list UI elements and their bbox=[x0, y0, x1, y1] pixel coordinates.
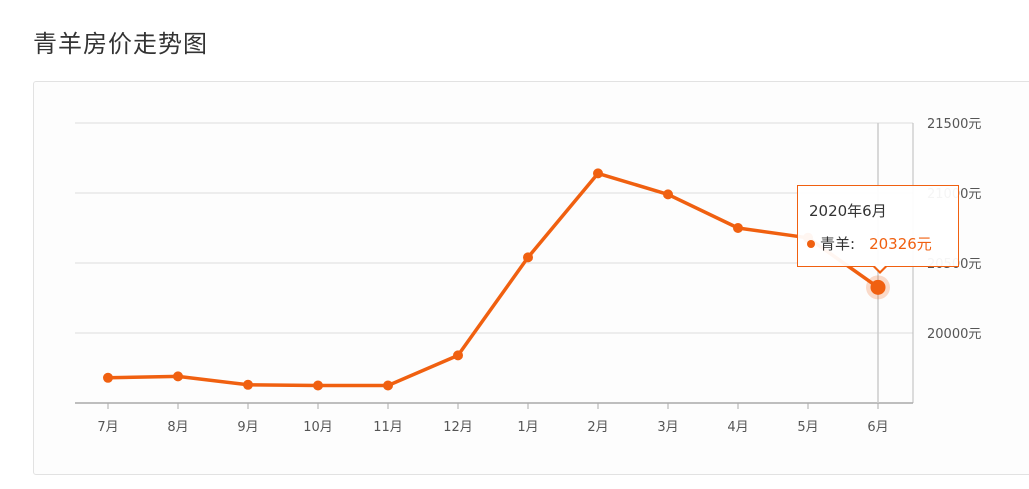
x-tick-label: 7月 bbox=[97, 420, 118, 435]
x-tick-label: 8月 bbox=[167, 420, 188, 435]
x-tick-label: 11月 bbox=[373, 420, 403, 435]
y-tick-label: 20000元 bbox=[927, 327, 981, 342]
data-point bbox=[243, 379, 253, 390]
series-dot-icon bbox=[807, 239, 815, 248]
data-point bbox=[103, 372, 113, 383]
x-tick-label: 12月 bbox=[443, 420, 473, 435]
data-point bbox=[663, 189, 673, 200]
data-point-highlighted bbox=[870, 279, 886, 295]
data-point bbox=[453, 350, 463, 361]
x-tick-label: 6月 bbox=[867, 420, 888, 435]
y-tick-label: 21500元 bbox=[927, 117, 981, 132]
x-tick-label: 5月 bbox=[797, 420, 818, 435]
data-point bbox=[173, 371, 183, 382]
tooltip-value: 20326元 bbox=[869, 235, 932, 253]
x-tick-label: 4月 bbox=[727, 420, 748, 435]
tooltip-title: 2020年6月 bbox=[809, 202, 887, 220]
series-line bbox=[106, 171, 880, 388]
tooltip-arrow-inner bbox=[874, 265, 886, 271]
x-tick-label: 1月 bbox=[517, 420, 538, 435]
data-point bbox=[593, 168, 603, 179]
x-tick-label: 2月 bbox=[587, 420, 608, 435]
x-tick-label: 9月 bbox=[237, 420, 258, 435]
data-point bbox=[733, 223, 743, 233]
data-point bbox=[313, 380, 323, 391]
tooltip-series-name: 青羊: bbox=[820, 235, 856, 253]
x-tick-label: 3月 bbox=[657, 420, 678, 435]
page-title: 青羊房价走势图 bbox=[33, 30, 208, 58]
data-point bbox=[523, 252, 533, 263]
data-point bbox=[383, 380, 393, 391]
tooltip-row: 青羊: 20326元 bbox=[807, 233, 932, 254]
chart-tooltip: 2020年6月 青羊: 20326元 bbox=[797, 185, 959, 267]
x-tick-label: 10月 bbox=[303, 420, 333, 435]
